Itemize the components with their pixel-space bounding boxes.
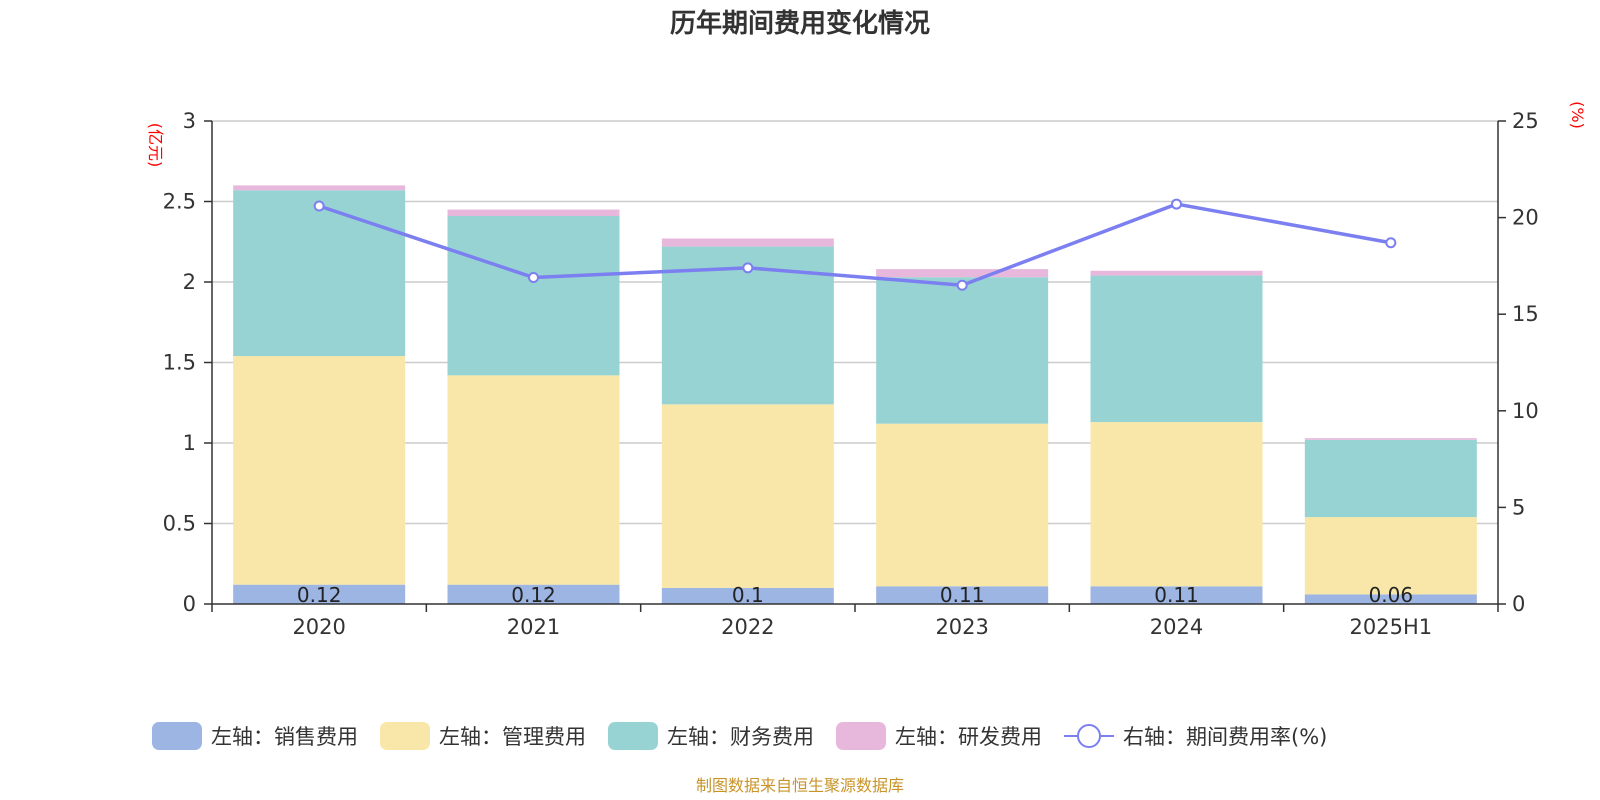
data-label: 0.12 (297, 583, 342, 607)
line-series (313, 198, 1397, 291)
bar-segment (661, 587, 834, 604)
data-label: 0.11 (1154, 583, 1199, 607)
legend-swatch (608, 722, 658, 750)
bar-segment (876, 277, 1049, 424)
x-tick-label: 2025H1 (1350, 615, 1433, 639)
legend-swatch (836, 722, 886, 750)
legend-label: 左轴：研发费用 (895, 725, 1042, 749)
x-tick-label: 2024 (1150, 615, 1203, 639)
left-axis-unit: (亿元) (146, 123, 165, 168)
legend-swatch (152, 722, 202, 750)
left-tick-label: 3 (183, 109, 196, 133)
bar-segment (1304, 517, 1477, 595)
left-tick-label: 0.5 (163, 512, 196, 536)
expense-rate-point (528, 271, 539, 283)
legend-label: 左轴：管理费用 (439, 725, 586, 749)
bar-segment (447, 375, 620, 585)
source-note: 制图数据来自恒生聚源数据库 (696, 776, 904, 795)
x-tick-label: 2023 (935, 615, 988, 639)
legend-label: 左轴：销售费用 (211, 725, 358, 749)
bar-segment (233, 190, 406, 357)
right-tick-label: 25 (1512, 109, 1539, 133)
chart-title: 历年期间费用变化情况 (670, 8, 930, 39)
x-tick-label: 2021 (507, 615, 560, 639)
right-tick-label: 10 (1512, 399, 1539, 423)
bar-segment (447, 209, 620, 216)
bar-segment (447, 584, 620, 604)
expense-rate-point (313, 200, 325, 212)
expense-rate-point (1385, 237, 1397, 249)
bar-segment (876, 586, 1049, 604)
bar-segment (447, 215, 620, 376)
bar-segment (1090, 422, 1263, 587)
bar-segment (1090, 270, 1263, 276)
legend-label: 右轴：期间费用率(%) (1123, 725, 1327, 749)
left-tick-label: 0 (183, 592, 196, 616)
right-tick-label: 15 (1512, 302, 1539, 326)
bar-segment (1090, 586, 1263, 604)
right-tick-label: 5 (1512, 495, 1525, 519)
bar-segment (1090, 275, 1263, 423)
bar-segment (233, 185, 406, 191)
bar-segment (1304, 594, 1477, 604)
left-tick-label: 2.5 (163, 190, 196, 214)
left-tick-label: 1 (183, 431, 196, 455)
bar-segment (233, 584, 406, 604)
data-labels: 0.12 0.12 0.1 0.11 0.11 0.06 (297, 583, 1413, 607)
bar-segment (876, 423, 1049, 587)
bar-segment (876, 269, 1049, 278)
bar-series (233, 185, 1477, 604)
data-label: 0.06 (1369, 583, 1414, 607)
legend-circle-icon (1077, 724, 1101, 748)
legend-label: 左轴：财务费用 (667, 725, 814, 749)
expense-rate-point (742, 262, 754, 274)
data-label: 0.11 (940, 583, 985, 607)
data-label: 0.1 (732, 583, 764, 607)
x-tick-label: 2022 (721, 615, 774, 639)
bar-segment (661, 404, 834, 588)
expense-rate-point (1171, 198, 1182, 210)
left-tick-label: 1.5 (163, 351, 196, 375)
expense-rate-line (318, 202, 1392, 287)
bar-segment (1304, 438, 1477, 440)
bar-segment (661, 238, 834, 247)
axes: 0 0.5 1 1.5 2 2.5 3 0 5 10 15 20 25 2020 2021 2022 2023 2… (163, 109, 1539, 639)
right-axis-unit: (%) (1568, 101, 1587, 129)
bar-segment (233, 356, 406, 585)
right-tick-label: 0 (1512, 592, 1525, 616)
legend: 左轴：销售费用 左轴：管理费用 左轴：财务费用 左轴：研发费用 右轴：期间费用率(%) (152, 722, 1327, 750)
left-tick-label: 2 (183, 270, 196, 294)
legend-swatch (380, 722, 430, 750)
x-tick-label: 2020 (292, 615, 345, 639)
right-tick-label: 20 (1512, 206, 1539, 230)
expense-rate-point (956, 279, 968, 291)
data-label: 0.12 (511, 583, 556, 607)
grid-lines (212, 120, 1498, 525)
bar-segment (1304, 439, 1477, 518)
